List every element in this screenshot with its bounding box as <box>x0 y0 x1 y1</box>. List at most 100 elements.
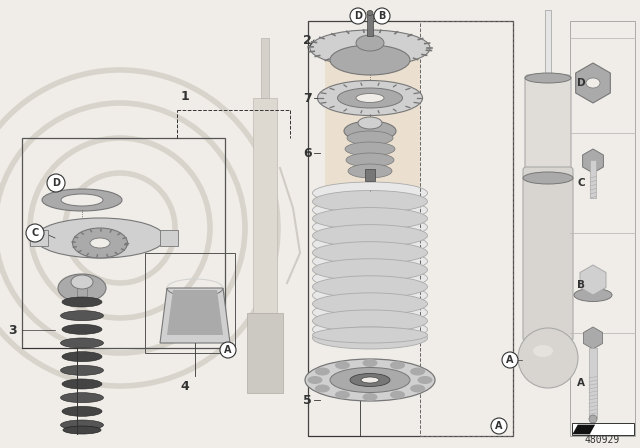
Circle shape <box>491 418 507 434</box>
Ellipse shape <box>61 338 104 348</box>
Ellipse shape <box>312 216 428 238</box>
Ellipse shape <box>62 324 102 334</box>
Ellipse shape <box>312 302 428 323</box>
Bar <box>145 253 235 353</box>
Ellipse shape <box>367 10 373 16</box>
Ellipse shape <box>312 327 428 343</box>
Ellipse shape <box>312 233 428 255</box>
Ellipse shape <box>390 361 405 369</box>
Polygon shape <box>160 288 230 343</box>
Ellipse shape <box>586 78 600 88</box>
Bar <box>261 38 269 98</box>
Ellipse shape <box>312 242 428 264</box>
Ellipse shape <box>312 276 428 298</box>
Ellipse shape <box>410 384 425 392</box>
Text: A: A <box>577 378 585 388</box>
Ellipse shape <box>347 131 393 145</box>
Bar <box>22 138 225 348</box>
Bar <box>160 230 178 246</box>
Ellipse shape <box>312 327 428 349</box>
Polygon shape <box>573 425 595 434</box>
Text: A: A <box>224 345 232 355</box>
Polygon shape <box>325 58 420 293</box>
Circle shape <box>502 352 518 368</box>
FancyBboxPatch shape <box>525 75 571 181</box>
Ellipse shape <box>312 250 428 272</box>
Circle shape <box>220 342 236 358</box>
Bar <box>589 348 597 418</box>
Ellipse shape <box>533 345 553 357</box>
Ellipse shape <box>315 367 330 375</box>
Ellipse shape <box>62 297 102 307</box>
Bar <box>308 21 513 436</box>
Bar <box>545 10 551 78</box>
Text: 6: 6 <box>303 146 312 159</box>
Bar <box>247 313 283 393</box>
Ellipse shape <box>317 81 422 116</box>
Text: C: C <box>31 228 38 238</box>
Ellipse shape <box>312 259 428 281</box>
Ellipse shape <box>312 319 428 340</box>
Ellipse shape <box>335 361 350 369</box>
Ellipse shape <box>362 393 378 401</box>
Ellipse shape <box>61 365 104 375</box>
Text: D: D <box>354 11 362 21</box>
Ellipse shape <box>312 199 428 221</box>
Ellipse shape <box>330 45 410 75</box>
Ellipse shape <box>589 415 597 423</box>
Ellipse shape <box>305 359 435 401</box>
Ellipse shape <box>310 30 430 66</box>
Text: D: D <box>52 178 60 188</box>
Polygon shape <box>590 425 632 434</box>
Ellipse shape <box>345 142 395 156</box>
Ellipse shape <box>72 228 127 258</box>
Ellipse shape <box>42 189 122 211</box>
Text: 2: 2 <box>303 34 312 47</box>
Bar <box>420 21 513 436</box>
Ellipse shape <box>350 374 390 387</box>
Ellipse shape <box>61 194 103 206</box>
Text: 480929: 480929 <box>584 435 620 445</box>
Polygon shape <box>167 290 223 335</box>
Circle shape <box>26 224 44 242</box>
Bar <box>572 423 634 435</box>
Ellipse shape <box>312 190 428 212</box>
Text: B: B <box>378 11 386 21</box>
Ellipse shape <box>58 274 106 302</box>
Ellipse shape <box>62 379 102 389</box>
Ellipse shape <box>523 172 573 184</box>
Text: 3: 3 <box>8 323 17 336</box>
Ellipse shape <box>61 420 104 430</box>
Ellipse shape <box>312 267 428 289</box>
Circle shape <box>350 8 366 24</box>
Ellipse shape <box>62 406 102 416</box>
Ellipse shape <box>525 73 571 83</box>
Text: B: B <box>577 280 585 290</box>
Ellipse shape <box>312 224 428 247</box>
Ellipse shape <box>337 88 403 108</box>
Text: 7: 7 <box>303 91 312 104</box>
Ellipse shape <box>312 207 428 229</box>
Text: A: A <box>506 355 514 365</box>
Circle shape <box>518 328 578 388</box>
Bar <box>253 98 277 388</box>
Ellipse shape <box>390 391 405 399</box>
Ellipse shape <box>358 117 382 129</box>
Bar <box>570 21 635 436</box>
Ellipse shape <box>356 35 384 51</box>
Circle shape <box>47 174 65 192</box>
Text: C: C <box>577 178 584 188</box>
Ellipse shape <box>63 426 101 434</box>
Ellipse shape <box>61 392 104 403</box>
Bar <box>365 169 375 181</box>
Ellipse shape <box>35 218 165 258</box>
FancyBboxPatch shape <box>523 167 573 341</box>
Ellipse shape <box>356 94 384 103</box>
Ellipse shape <box>312 293 428 315</box>
Ellipse shape <box>90 238 110 248</box>
Ellipse shape <box>361 377 379 383</box>
Bar <box>30 230 48 246</box>
Ellipse shape <box>330 367 410 392</box>
Bar <box>77 288 87 302</box>
Ellipse shape <box>307 376 323 384</box>
